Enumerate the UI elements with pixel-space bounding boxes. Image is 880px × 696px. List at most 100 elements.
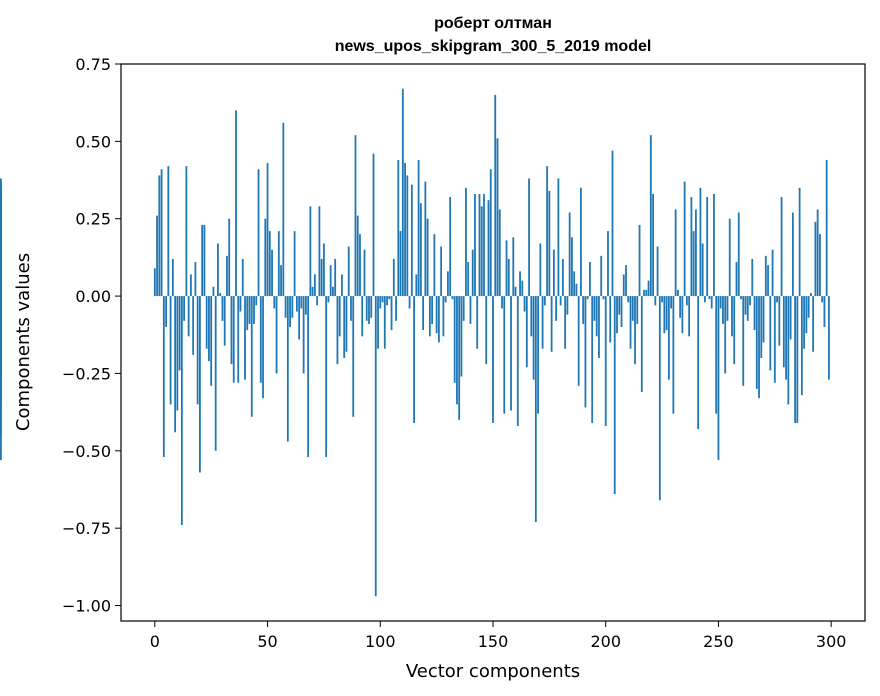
- bar-component-106: [392, 258, 395, 297]
- bar-component-undefined: [0, 178, 2, 297]
- bar-component-104: [388, 296, 391, 300]
- bar-component-120: [424, 181, 427, 297]
- x-tick-label: 0: [150, 632, 160, 651]
- x-tick-label: 150: [478, 632, 509, 651]
- x-tick-label: 300: [816, 632, 847, 651]
- bar-component-52: [271, 249, 273, 297]
- bar-component-25: [210, 296, 213, 386]
- bar-component-17: [192, 296, 195, 355]
- bar-component-13: [183, 296, 186, 321]
- bar-component-133: [453, 296, 456, 383]
- bar-component-172: [541, 296, 544, 349]
- bar-component-91: [359, 234, 361, 297]
- bar-component-239: [692, 231, 695, 297]
- bar-component-299: [828, 296, 830, 380]
- bar-component-224: [658, 296, 661, 501]
- bar-component-60: [289, 296, 291, 328]
- bar-component-80: [334, 258, 337, 297]
- bar-component-160: [514, 286, 517, 297]
- bar-component-29: [219, 292, 222, 297]
- bar-component-270: [762, 296, 765, 343]
- bar-component-247: [710, 296, 713, 309]
- bar-component-243: [701, 243, 704, 297]
- bar-component-154: [501, 296, 503, 309]
- bar-component-227: [665, 296, 668, 331]
- bar-component-24: [208, 296, 210, 362]
- bar-component-180: [559, 296, 562, 306]
- bar-component-278: [780, 197, 783, 297]
- bar-component-249: [715, 296, 718, 414]
- bar-component-277: [778, 296, 781, 346]
- bar-component-84: [343, 296, 346, 358]
- bar-component-164: [523, 296, 526, 312]
- bar-component-107: [395, 296, 397, 321]
- bar-component-18: [194, 262, 197, 297]
- bar-component-109: [399, 231, 402, 297]
- bar-component-230: [672, 296, 675, 414]
- bar-component-208: [622, 274, 625, 297]
- bar-component-178: [555, 296, 558, 321]
- bar-component-undefined: [0, 265, 2, 297]
- bar-component-201: [607, 231, 609, 297]
- bar-component-126: [437, 296, 440, 343]
- bar-component-143: [476, 296, 479, 349]
- bar-component-49: [264, 218, 267, 297]
- bar-component-90: [356, 215, 359, 297]
- bar-component-88: [352, 296, 355, 417]
- bar-component-151: [494, 94, 497, 297]
- bar-component-9: [174, 296, 177, 433]
- bar-component-219: [647, 280, 650, 297]
- bar-component-288: [803, 296, 806, 349]
- bar-component-292: [812, 296, 815, 352]
- bar-component-122: [428, 296, 431, 337]
- bar-component-148: [487, 200, 490, 297]
- bar-component-252: [722, 296, 724, 324]
- bar-component-98: [374, 296, 377, 597]
- bar-component-203: [611, 150, 614, 297]
- bar-component-156: [505, 240, 508, 297]
- bar-component-105: [390, 296, 393, 331]
- bar-component-161: [516, 296, 519, 427]
- bar-component-215: [638, 224, 641, 297]
- bar-component-101: [381, 296, 384, 303]
- y-tick-label: −0.50: [62, 442, 111, 461]
- bar-component-236: [685, 296, 688, 306]
- bar-component-76: [325, 296, 328, 457]
- bar-component-54: [275, 296, 278, 374]
- bar-component-71: [313, 274, 316, 297]
- bar-component-256: [731, 296, 733, 337]
- bar-component-290: [807, 296, 810, 318]
- bar-component-83: [341, 274, 343, 297]
- bar-component-168: [532, 296, 535, 380]
- bar-component-55: [277, 231, 280, 297]
- bar-component-176: [550, 296, 553, 352]
- bar-component-242: [699, 187, 702, 297]
- bar-component-251: [719, 296, 722, 309]
- y-tick-label: −0.75: [62, 519, 111, 538]
- bar-component-16: [189, 274, 192, 297]
- bar-component-145: [480, 206, 483, 297]
- bars-group: [0, 88, 830, 597]
- bar-component-73: [318, 206, 321, 297]
- bar-component-285: [796, 296, 799, 423]
- bar-component-223: [656, 246, 659, 297]
- bar-component-183: [566, 296, 569, 315]
- bar-component-287: [800, 296, 803, 396]
- bar-component-46: [257, 169, 260, 297]
- bar-component-173: [543, 296, 546, 306]
- bar-component-45: [255, 296, 258, 306]
- bar-component-33: [228, 218, 231, 297]
- chart-title-line2: news_upos_skipgram_300_5_2019 model: [335, 38, 652, 55]
- bar-component-130: [447, 271, 449, 297]
- bar-component-231: [674, 209, 677, 297]
- bar-component-95: [368, 296, 370, 324]
- bar-component-6: [167, 166, 170, 297]
- bar-component-190: [582, 296, 585, 324]
- bar-component-228: [667, 296, 670, 380]
- bar-component-138: [465, 187, 467, 297]
- bar-component-43: [250, 296, 253, 417]
- bar-component-79: [332, 286, 334, 297]
- bar-component-141: [471, 249, 474, 297]
- bar-component-134: [456, 296, 458, 405]
- bar-component-195: [593, 296, 596, 321]
